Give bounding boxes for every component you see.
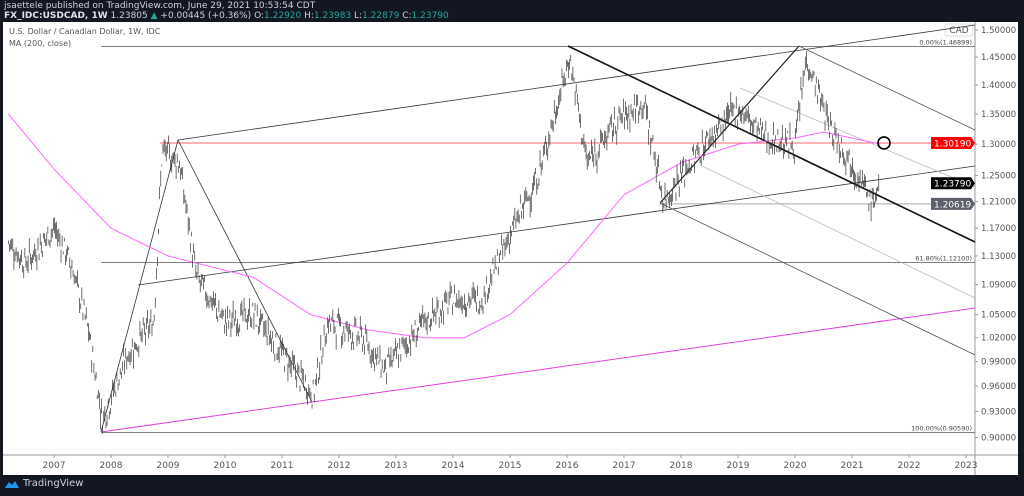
candles (8, 51, 880, 434)
y-tick-label: 1.30000 (981, 140, 1016, 150)
pitchfork-upper[interactable] (798, 45, 976, 131)
fib-label: 0.00%(1.46899) (919, 39, 972, 47)
publisher-line: jsaettele published on TradingView.com, … (4, 1, 316, 11)
open-value: 1.22920 (264, 11, 302, 21)
channel-lower-line[interactable] (137, 165, 976, 286)
x-tick-label: 2021 (841, 461, 864, 471)
high-value: 1.23983 (313, 11, 352, 21)
x-tick-label: 2014 (442, 461, 465, 471)
x-tick-label: 2008 (100, 461, 123, 471)
y-tick-label: 1.09000 (981, 281, 1016, 291)
price-label-badge (931, 197, 975, 210)
y-tick-label: 0.90000 (981, 434, 1016, 444)
y-tick-label: 1.50000 (981, 26, 1016, 36)
fork-left-line[interactable] (100, 139, 179, 433)
y-tick-label: 1.35000 (981, 110, 1016, 120)
close-value: 1.23790 (411, 11, 449, 21)
x-tick-label: 2022 (898, 461, 921, 471)
chart-title: U.S. Dollar / Canadian Dollar, 1W, IDC (9, 27, 161, 36)
fork-right-line[interactable] (177, 139, 313, 403)
x-tick-label: 2010 (214, 461, 237, 471)
tradingview-cloud-icon (5, 480, 19, 488)
change: +0.00445 (+0.36%) (160, 11, 252, 21)
price-label-text: 1.20619 (934, 200, 971, 210)
tradingview-logo[interactable]: TradingView (4, 478, 83, 489)
last-price: 1.23805 (110, 11, 148, 21)
close-label: C: (402, 11, 412, 21)
ma-200-line (8, 113, 881, 339)
y-tick-label: 1.45000 (981, 53, 1016, 63)
pitchfork-handle[interactable] (659, 45, 800, 204)
y-tick-label: 1.21000 (981, 197, 1016, 207)
fib-label: 100.00%(0.90590) (911, 424, 972, 432)
x-tick-label: 2020 (784, 461, 807, 471)
target-circle-marker[interactable] (877, 136, 891, 150)
pitchfork-lower-inner[interactable] (699, 164, 976, 299)
footer-brand: TradingView (23, 478, 84, 489)
magenta-trendline[interactable] (100, 307, 976, 433)
y-tick-label: 1.05000 (981, 311, 1016, 321)
x-tick-label: 2011 (271, 461, 294, 471)
indicator-label[interactable]: MA (200, close) (9, 39, 71, 48)
x-tick-label: 2017 (613, 461, 636, 471)
high-label: H: (304, 11, 314, 21)
x-tick-label: 2016 (556, 461, 579, 471)
price-label-text: 1.30190 (934, 139, 971, 149)
low-value: 1.22879 (362, 11, 400, 21)
x-tick-label: 2007 (43, 461, 66, 471)
chart-panel[interactable] (3, 22, 1018, 475)
up-arrow-icon: ▲ (150, 11, 158, 21)
pitchfork-upper-inner[interactable] (739, 87, 976, 188)
x-tick-label: 2013 (385, 461, 408, 471)
y-tick-label: 1.02000 (981, 334, 1016, 344)
y-tick-label: 1.25000 (981, 171, 1016, 181)
x-tick-label: 2015 (499, 461, 522, 471)
y-tick-label: 1.17000 (981, 224, 1016, 234)
channel-upper-line[interactable] (177, 24, 976, 141)
y-tick-label: 0.93000 (981, 407, 1016, 417)
pitchfork-lower[interactable] (659, 202, 976, 356)
currency-badge[interactable] (944, 23, 974, 37)
x-tick-label: 2023 (955, 461, 978, 471)
price-label-badge (931, 177, 975, 190)
y-tick-label: 0.99000 (981, 358, 1016, 368)
y-tick-label: 0.96000 (981, 382, 1016, 392)
x-tick-label: 2018 (670, 461, 693, 471)
price-label-text: 1.23790 (934, 180, 971, 190)
y-tick-label: 1.40000 (981, 81, 1016, 91)
x-tick-label: 2019 (727, 461, 750, 471)
symbol-info: FX_IDC:USDCAD, 1W 1.23805 ▲ +0.00445 (+0… (4, 11, 449, 21)
price-label-badge (931, 136, 975, 149)
currency-badge-label: CAD (949, 26, 968, 36)
symbol: FX_IDC:USDCAD, 1W (4, 11, 108, 21)
y-tick-label: 1.13000 (981, 252, 1016, 262)
low-label: L: (354, 11, 363, 21)
fib-label: 61.80%(1.12100) (915, 254, 972, 262)
open-label: O: (254, 11, 265, 21)
x-tick-label: 2012 (328, 461, 351, 471)
x-tick-label: 2009 (157, 461, 180, 471)
